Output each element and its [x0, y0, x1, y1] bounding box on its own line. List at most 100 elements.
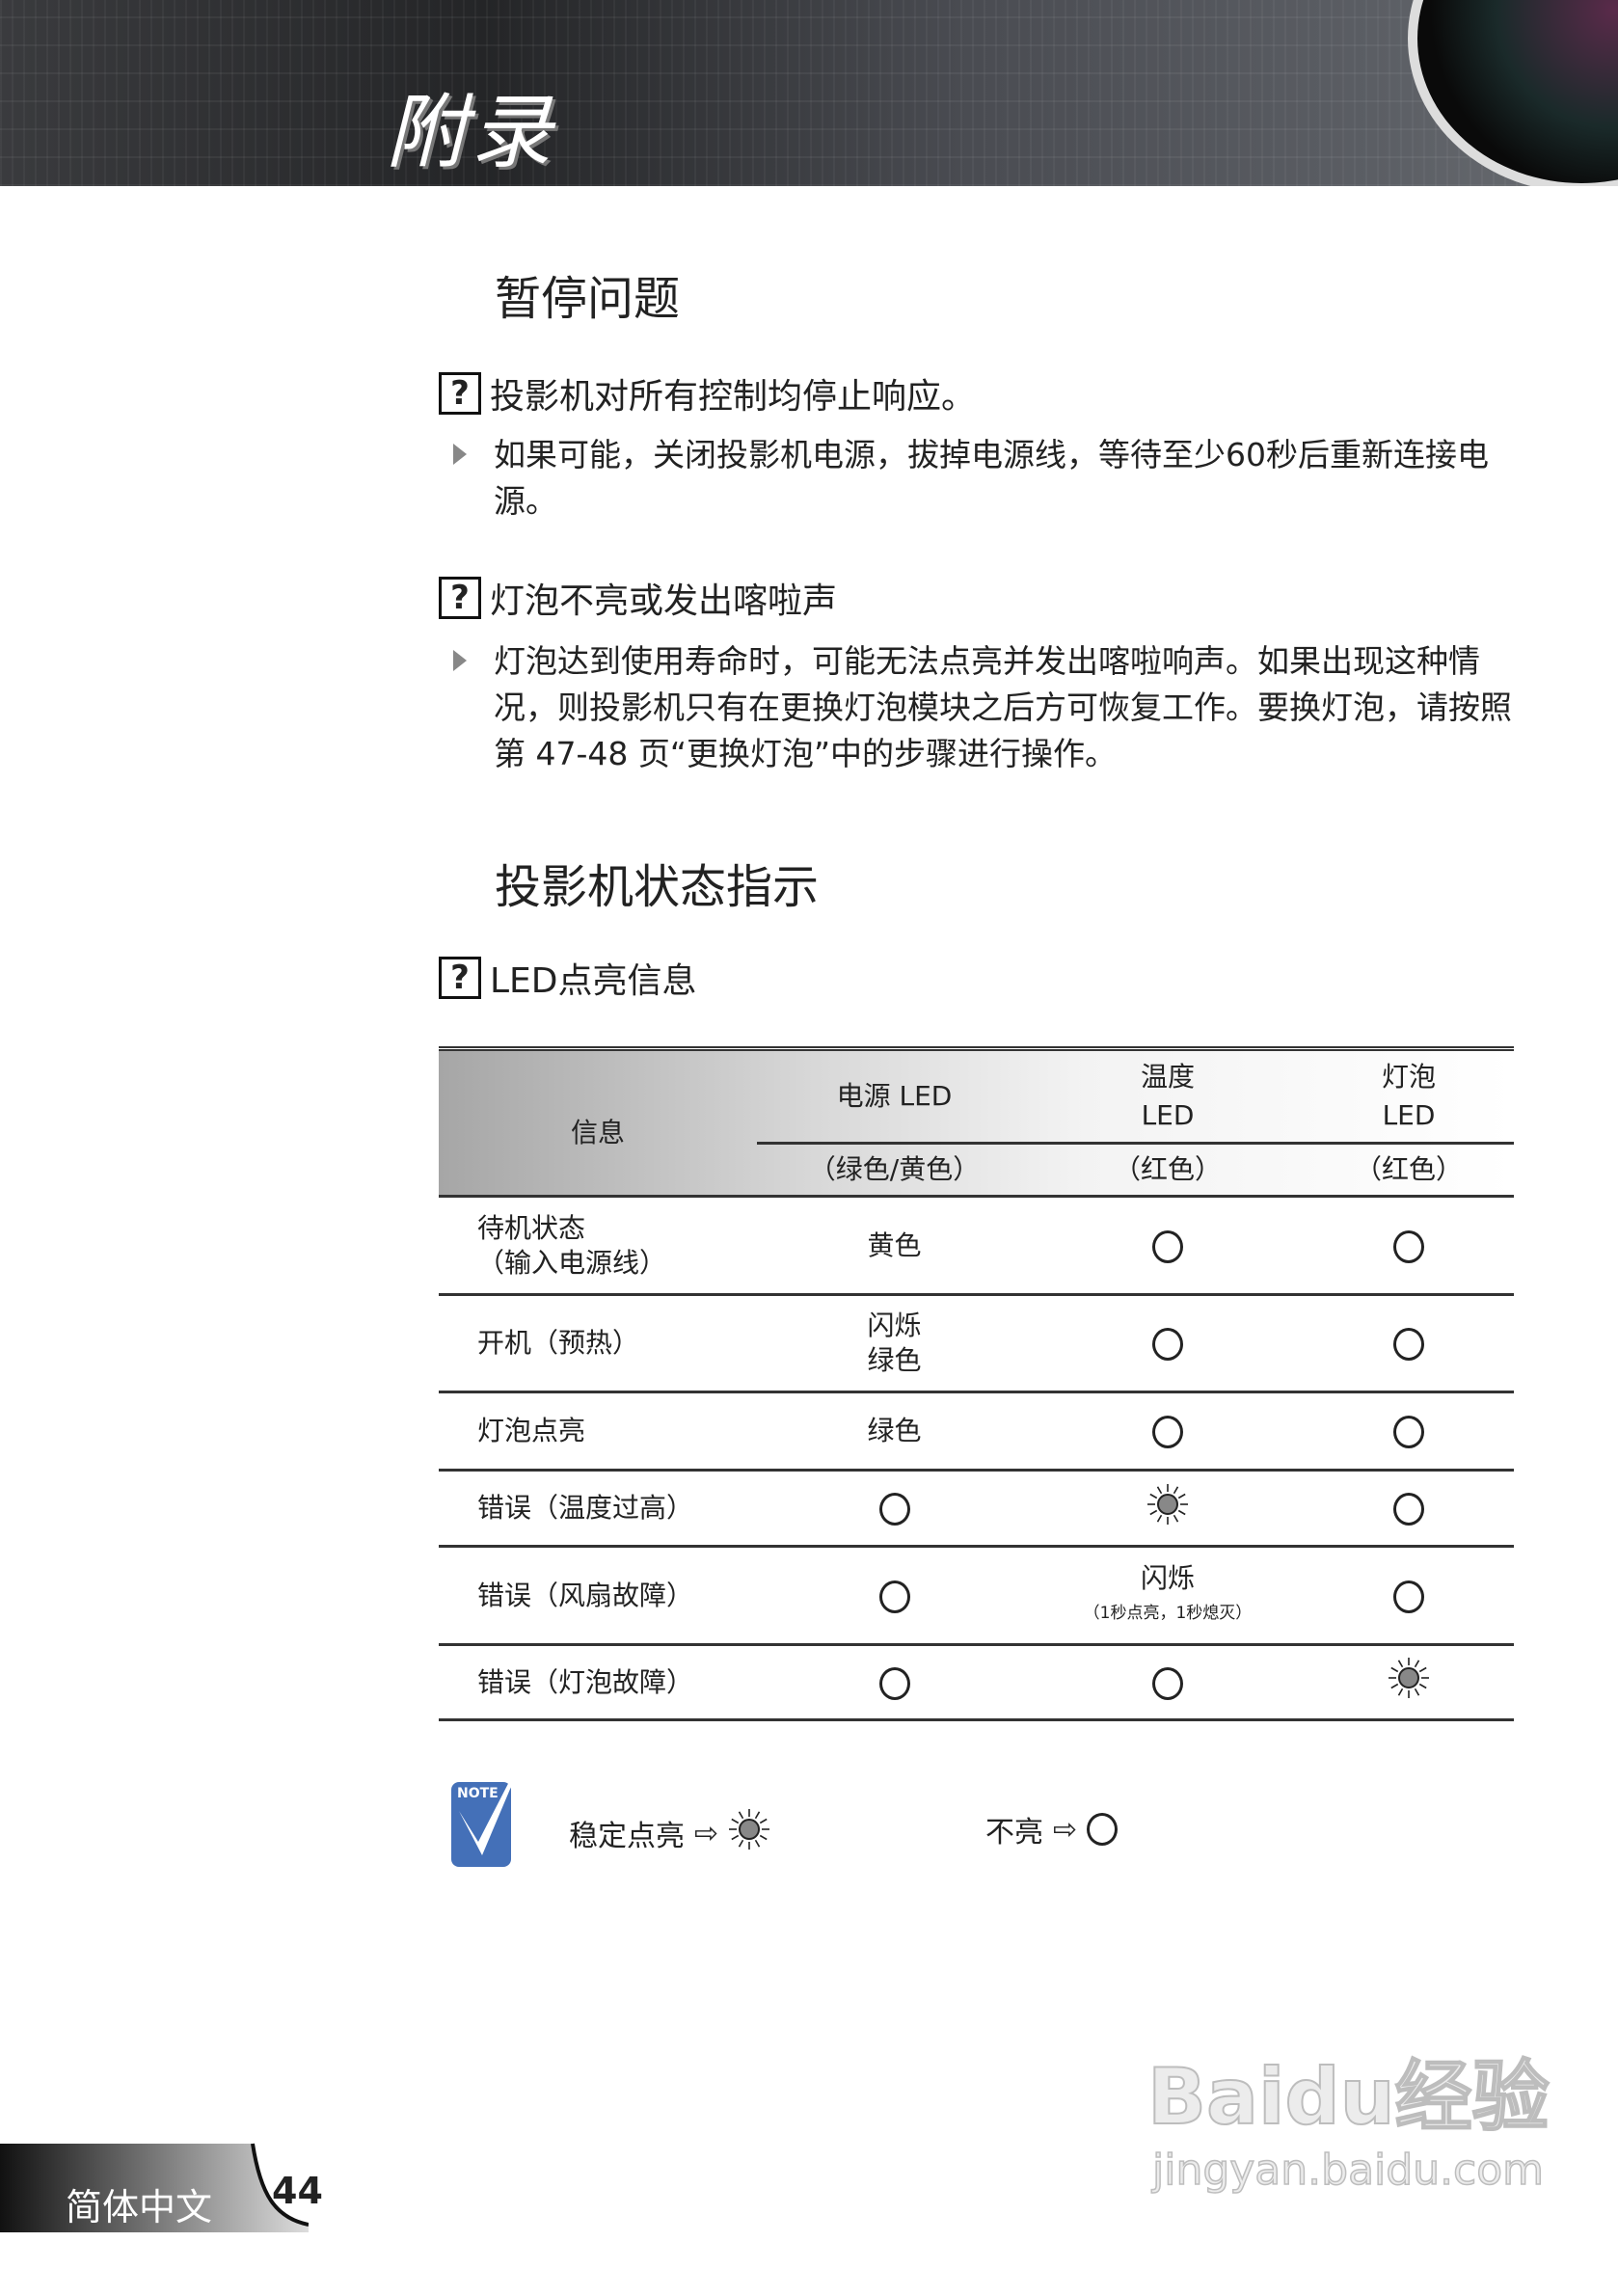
section-title: 投影机状态指示	[495, 860, 820, 914]
arrow-right-icon: ⇨	[694, 1816, 719, 1850]
header-temp-line2: LED	[1141, 1099, 1195, 1131]
answer-text: 灯泡达到使用寿命时，可能无法点亮并发出喀啦响声。如果出现这种情况，则投影机只有在…	[494, 642, 1512, 772]
table-row: 错误（灯泡故障）	[439, 1644, 1514, 1721]
cell-text: 绿色	[867, 1415, 922, 1446]
bullet-triangle-icon	[453, 444, 467, 465]
lens-image	[1408, 0, 1618, 186]
info-line1: 错误（灯泡故障）	[477, 1665, 694, 1698]
table-row: 灯泡点亮 绿色	[439, 1391, 1514, 1472]
question-icon: ?	[439, 372, 481, 415]
watermark-url: jingyan.baidu.com	[1151, 2145, 1545, 2196]
led-off-icon	[1152, 1328, 1183, 1361]
cell-temp: 闪烁 （1秒点亮，1秒熄灭）	[1032, 1546, 1304, 1646]
header-lamp-line1: 灯泡	[1381, 1061, 1436, 1093]
led-off-icon	[878, 1666, 910, 1700]
cell-info: 待机状态 （输入电源线）	[439, 1196, 757, 1296]
section-title: 暂停问题	[495, 272, 681, 326]
question-icon: ?	[439, 577, 481, 619]
led-off-icon	[1393, 1580, 1424, 1613]
question-icon: ?	[439, 957, 481, 999]
cell-lamp	[1304, 1546, 1514, 1646]
legend-steady: 稳定点亮 ⇨	[569, 1808, 770, 1858]
power-line1: 闪烁	[867, 1310, 922, 1341]
circle-icon	[1087, 1813, 1119, 1846]
cell-text: 黄色	[867, 1229, 922, 1261]
cell-power	[757, 1546, 1032, 1646]
led-off-icon	[1152, 1416, 1183, 1448]
cell-temp	[1032, 1470, 1304, 1548]
cell-lamp	[1304, 1644, 1514, 1721]
watermark-logo: Baidu经验	[1146, 2051, 1551, 2143]
cell-info: 开机（预热）	[439, 1294, 757, 1393]
sun-icon	[728, 1808, 770, 1858]
info-line2: （输入电源线）	[477, 1246, 667, 1279]
led-table: 信息 电源 LED 温度 LED 灯泡 LED （绿色/黄色） （红色） （红色） …	[439, 1046, 1514, 1721]
temp-line2: （1秒点亮，1秒熄灭）	[1083, 1603, 1253, 1623]
question: ? 投影机对所有控制均停止响应。	[439, 368, 976, 419]
answer-text: 如果可能，关闭投影机电源，拔掉电源线，等待至少60秒后重新连接电源。	[494, 436, 1489, 520]
header-power-sub: （绿色/黄色）	[757, 1143, 1032, 1198]
page-header: 附录	[0, 0, 1618, 186]
cell-power	[757, 1644, 1032, 1721]
bullet-triangle-icon	[453, 650, 467, 671]
header-lamp: 灯泡 LED	[1304, 1048, 1514, 1145]
header-info: 信息	[439, 1048, 757, 1198]
header-temp-line1: 温度	[1140, 1061, 1195, 1093]
cell-lamp	[1304, 1196, 1514, 1296]
cell-power: 黄色	[757, 1196, 1032, 1296]
question-text: LED点亮信息	[490, 961, 697, 1001]
question: ? LED点亮信息	[439, 953, 697, 1003]
cell-temp	[1032, 1196, 1304, 1296]
header-temp-sub: （红色）	[1032, 1143, 1304, 1198]
info-line1: 灯泡点亮	[477, 1415, 586, 1446]
table-row: 待机状态 （输入电源线） 黄色	[439, 1196, 1514, 1296]
legend-off-label: 不亮	[985, 1816, 1043, 1850]
cell-info: 错误（风扇故障）	[439, 1546, 757, 1646]
question: ? 灯泡不亮或发出喀啦声	[439, 573, 837, 623]
header-lamp-line2: LED	[1382, 1099, 1436, 1131]
answer: 如果可能，关闭投影机电源，拔掉电源线，等待至少60秒后重新连接电源。	[453, 432, 1514, 525]
cell-lamp	[1304, 1294, 1514, 1393]
temp-line1: 闪烁	[1140, 1561, 1195, 1594]
cell-info: 灯泡点亮	[439, 1391, 757, 1472]
led-on-icon	[1388, 1657, 1430, 1708]
cell-power: 绿色	[757, 1391, 1032, 1472]
led-off-icon	[1393, 1229, 1424, 1263]
table-row: 开机（预热） 闪烁 绿色	[439, 1294, 1514, 1393]
cell-power	[757, 1470, 1032, 1548]
cell-info: 错误（灯泡故障）	[439, 1644, 757, 1721]
page-number: 44	[272, 2170, 323, 2212]
info-line1: 错误（风扇故障）	[477, 1579, 694, 1611]
cell-temp	[1032, 1391, 1304, 1472]
footer-tab	[0, 2143, 309, 2232]
header-lamp-sub: （红色）	[1304, 1143, 1514, 1198]
legend-steady-label: 稳定点亮	[569, 1820, 685, 1853]
info-line1: 错误（温度过高）	[477, 1492, 694, 1524]
header-title: 附录	[386, 85, 556, 179]
cell-temp	[1032, 1644, 1304, 1721]
led-off-icon	[878, 1493, 910, 1526]
led-off-icon	[1393, 1328, 1424, 1361]
note-icon: NOTE	[451, 1769, 519, 1867]
table-row: 错误（风扇故障） 闪烁 （1秒点亮，1秒熄灭）	[439, 1546, 1514, 1646]
header-power: 电源 LED	[757, 1048, 1032, 1145]
led-off-icon	[1393, 1416, 1424, 1448]
table-row: 错误（温度过高）	[439, 1470, 1514, 1548]
legend-off: 不亮 ⇨	[985, 1808, 1119, 1850]
info-line1: 待机状态	[477, 1211, 586, 1244]
cell-lamp	[1304, 1470, 1514, 1548]
cell-power: 闪烁 绿色	[757, 1294, 1032, 1393]
cell-lamp	[1304, 1391, 1514, 1472]
cell-info: 错误（温度过高）	[439, 1470, 757, 1548]
question-text: 投影机对所有控制均停止响应。	[490, 377, 977, 417]
arrow-right-icon: ⇨	[1053, 1812, 1078, 1847]
led-off-icon	[1152, 1229, 1183, 1263]
led-off-icon	[1152, 1666, 1183, 1700]
note-badge: NOTE	[457, 1786, 499, 1801]
header-temp: 温度 LED	[1032, 1048, 1304, 1145]
led-off-icon	[1393, 1493, 1424, 1526]
led-on-icon	[1146, 1483, 1189, 1534]
led-off-icon	[878, 1580, 910, 1613]
info-line1: 开机（预热）	[477, 1327, 640, 1359]
footer-language: 简体中文	[66, 2186, 213, 2228]
